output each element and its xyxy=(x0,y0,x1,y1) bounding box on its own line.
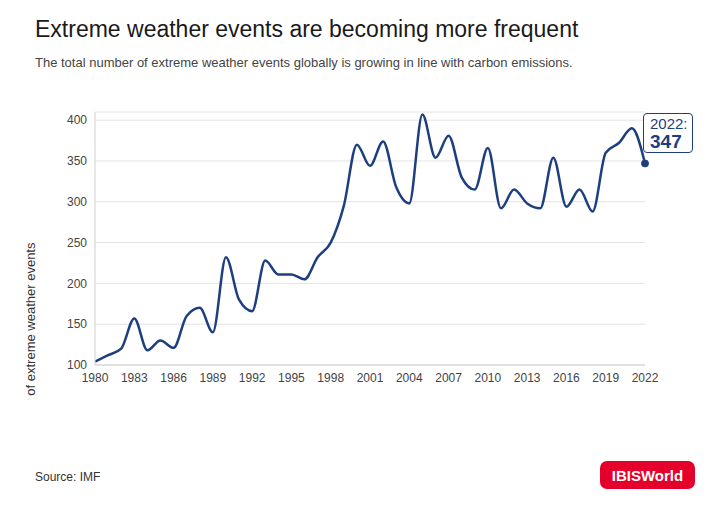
html-text:IBISWorld: IBISWorld xyxy=(611,466,684,484)
svg-text:1992: 1992 xyxy=(239,371,266,385)
svg-text:Total number of extreme weathe: Total number of extreme weather events xyxy=(23,242,38,400)
svg-text:1998: 1998 xyxy=(317,371,344,385)
svg-text:1980: 1980 xyxy=(82,371,109,385)
svg-text:2001: 2001 xyxy=(357,371,384,385)
svg-text:2022: 2022 xyxy=(632,371,659,385)
svg-text:150: 150 xyxy=(67,317,87,331)
svg-text:1986: 1986 xyxy=(160,371,187,385)
html-text:2022:: 2022: xyxy=(650,115,688,132)
svg-text:2007: 2007 xyxy=(435,371,462,385)
svg-text:350: 350 xyxy=(67,154,87,168)
svg-text:2004: 2004 xyxy=(396,371,423,385)
svg-text:1983: 1983 xyxy=(121,371,148,385)
html-text:The total number of extreme we: The total number of extreme weather even… xyxy=(35,55,573,70)
svg-text:2010: 2010 xyxy=(475,371,502,385)
svg-text:400: 400 xyxy=(67,113,87,127)
html-text:Extreme weather events are bec: Extreme weather events are becoming more… xyxy=(35,16,579,42)
svg-text:1989: 1989 xyxy=(200,371,227,385)
html-text:347: 347 xyxy=(650,130,682,152)
svg-text:100: 100 xyxy=(67,358,87,372)
svg-text:200: 200 xyxy=(67,277,87,291)
svg-text:250: 250 xyxy=(67,236,87,250)
svg-text:2019: 2019 xyxy=(592,371,619,385)
svg-text:2016: 2016 xyxy=(553,371,580,385)
html-text:Source: IMF: Source: IMF xyxy=(35,470,101,484)
svg-text:1995: 1995 xyxy=(278,371,305,385)
svg-text:2013: 2013 xyxy=(514,371,541,385)
svg-text:300: 300 xyxy=(67,195,87,209)
